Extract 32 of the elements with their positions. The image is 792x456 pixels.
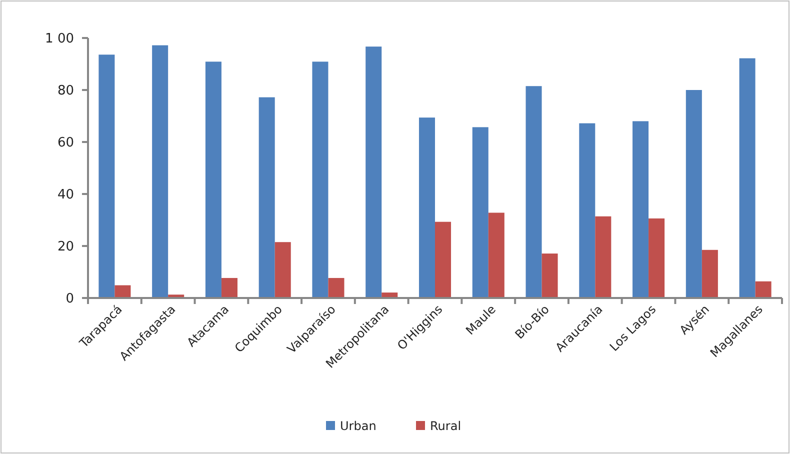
- bar: [328, 278, 344, 298]
- y-tick-label: 80: [57, 84, 74, 99]
- y-tick-label: 0: [66, 292, 74, 307]
- legend-label: Urban: [340, 419, 376, 434]
- bar: [98, 54, 115, 298]
- bar: [648, 218, 665, 298]
- legend-label: Rural: [430, 419, 462, 434]
- bar: [526, 86, 542, 298]
- bar: [472, 127, 488, 298]
- bar: [418, 118, 435, 298]
- bar: [686, 90, 702, 298]
- bar: [152, 45, 168, 298]
- bar: [258, 97, 275, 298]
- bar: [579, 123, 596, 298]
- bar: [488, 212, 504, 298]
- y-tick-label: 1 00: [45, 32, 74, 47]
- bar: [542, 254, 558, 298]
- bar: [205, 62, 222, 298]
- y-tick-label: 40: [57, 188, 74, 203]
- bar: [114, 285, 131, 298]
- bar: [274, 242, 291, 298]
- bar: [312, 62, 328, 298]
- bar: [595, 216, 612, 298]
- bar: [366, 46, 382, 298]
- y-tick-label: 20: [57, 240, 74, 255]
- bar: [221, 278, 238, 298]
- bar: [632, 121, 649, 298]
- y-tick-label: 60: [57, 136, 74, 151]
- bar: [435, 222, 452, 298]
- bar: [755, 281, 772, 298]
- bar: [739, 58, 756, 298]
- bar: [702, 250, 718, 298]
